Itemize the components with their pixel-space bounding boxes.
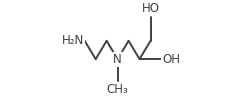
Text: H₂N: H₂N: [62, 34, 84, 47]
Text: CH₃: CH₃: [107, 83, 128, 96]
Text: OH: OH: [162, 53, 180, 66]
Text: HO: HO: [142, 2, 159, 15]
Text: N: N: [113, 53, 122, 66]
